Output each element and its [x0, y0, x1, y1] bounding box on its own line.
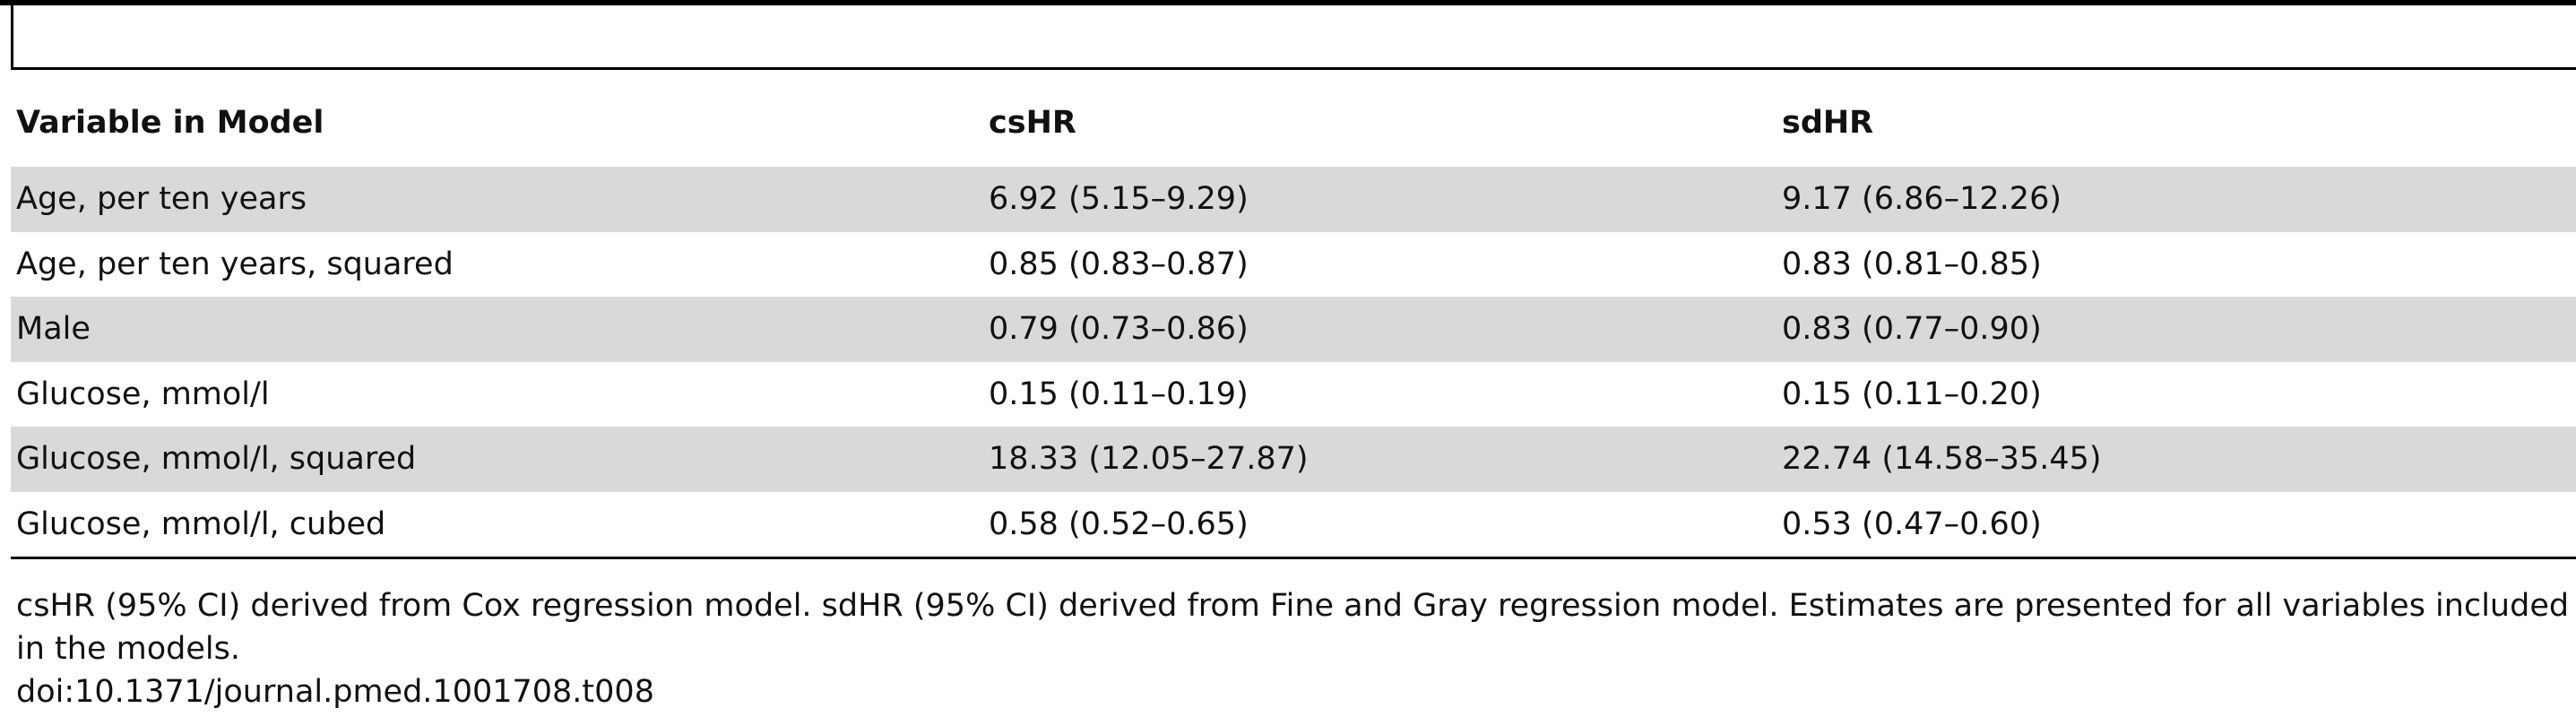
- table-cell: 9.17 (6.86–12.26): [1782, 181, 2062, 218]
- footnote: csHR (95% CI) derived from Cox regressio…: [16, 588, 2570, 667]
- results-table: Variable in Model csHR sdHR Age, per ten y…: [11, 70, 2576, 559]
- table-cell: Age, per ten years: [16, 181, 307, 218]
- table-row: Age, per ten years, squared 0.85 (0.83–0.…: [11, 232, 2576, 298]
- column-header: csHR: [989, 105, 1076, 141]
- table-cell: 0.85 (0.83–0.87): [989, 246, 1249, 282]
- table-cell: Glucose, mmol/l, squared: [16, 441, 417, 478]
- header-rule: [11, 67, 2576, 70]
- table-row: Glucose, mmol/l 0.15 (0.11–0.19) 0.15 (0.1…: [11, 362, 2576, 428]
- table-cell: 0.83 (0.77–0.90): [1782, 311, 2042, 348]
- top-rule: [0, 0, 2576, 5]
- table-cell: 0.15 (0.11–0.19): [989, 376, 1249, 412]
- left-border: [11, 5, 13, 68]
- table-cell: Glucose, mmol/l: [16, 376, 270, 412]
- table-cell: 18.33 (12.05–27.87): [989, 441, 1309, 478]
- table-cell: 0.53 (0.47–0.60): [1776, 491, 2576, 559]
- table-row: Glucose, mmol/l, cubed 0.58 (0.52–0.65) 0.…: [11, 491, 2576, 559]
- table-cell: 6.92 (5.15–9.29): [989, 181, 1249, 218]
- table-cell: 22.74 (14.58–35.45): [1782, 441, 2102, 478]
- table-cell: Age, per ten years, squared: [16, 246, 454, 282]
- column-header: Variable in Model: [16, 105, 324, 141]
- doi: doi:10.1371/journal.pmed.1001708.t008: [16, 674, 654, 710]
- table-row: Male 0.79 (0.73–0.86) 0.83 (0.77–0.90): [11, 297, 2576, 362]
- table-cell: 0.58 (0.52–0.65): [983, 491, 1776, 559]
- table-cell: 0.83 (0.81–0.85): [1782, 246, 2042, 282]
- table-cell: Male: [16, 311, 91, 348]
- table-body: Age, per ten years 6.92 (5.15–9.29) 9.17 (…: [11, 167, 2576, 559]
- header-row: Variable in Model csHR sdHR: [11, 70, 2576, 167]
- table-cell: 0.15 (0.11–0.20): [1782, 376, 2042, 412]
- column-header: sdHR: [1782, 105, 1874, 141]
- table-row: Glucose, mmol/l, squared 18.33 (12.05–27.…: [11, 427, 2576, 492]
- table-cell: Glucose, mmol/l, cubed: [11, 491, 983, 559]
- table-footer: csHR (95% CI) derived from Cox regressio…: [16, 584, 2576, 713]
- table-row: Age, per ten years 6.92 (5.15–9.29) 9.17 (…: [11, 167, 2576, 232]
- table-cell: 0.79 (0.73–0.86): [989, 311, 1249, 348]
